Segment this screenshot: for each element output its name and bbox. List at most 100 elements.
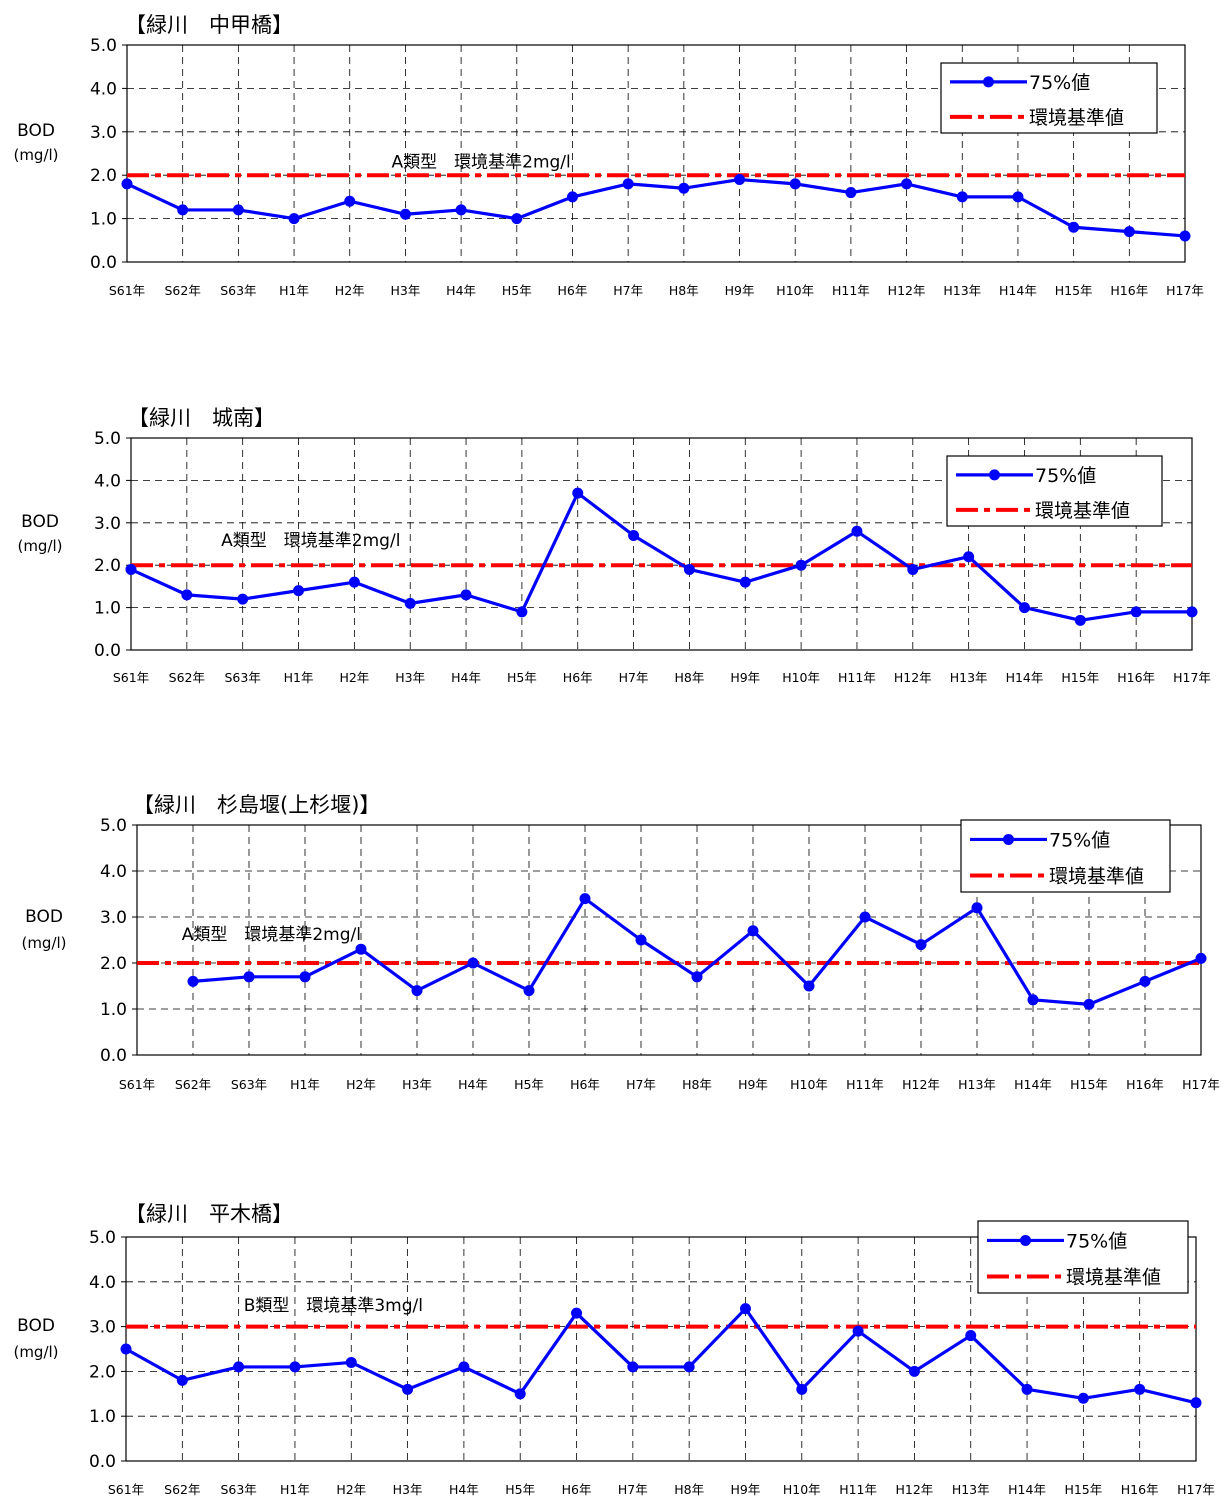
legend-marker (989, 469, 1000, 481)
x-tick-label: H11年 (832, 283, 870, 298)
x-tick-label: H9年 (731, 1482, 761, 1497)
data-point (404, 597, 416, 609)
data-point (971, 902, 983, 914)
chart-3: 【緑川 杉島堰(上杉堰)】 0.0 1.0 2.0 3.0 4.0 5.0 S61年 S62年 S… (21, 793, 1219, 1092)
x-tick-label: H4年 (458, 1077, 488, 1092)
legend-label-series: 75%値 (1049, 829, 1110, 851)
legend-label-series: 75%値 (1029, 72, 1090, 94)
data-point (566, 191, 578, 203)
data-point (348, 576, 360, 588)
x-tick-label: H8年 (674, 1482, 704, 1497)
x-tick-label: H1年 (280, 1482, 310, 1497)
x-tick-label: H5年 (507, 670, 537, 685)
x-tick-label: H8年 (682, 1077, 712, 1092)
series-line (126, 177, 1186, 238)
x-tick-label: H15年 (1064, 1482, 1102, 1497)
x-tick-label: H6年 (558, 283, 588, 298)
legend-box (960, 819, 1171, 893)
data-point (399, 208, 411, 220)
data-point (233, 1361, 245, 1373)
data-point (288, 213, 300, 225)
legend-marker (983, 76, 994, 88)
legend-label-series: 75%値 (1035, 465, 1096, 487)
data-point (289, 1361, 301, 1373)
x-tick-label: S62年 (164, 1482, 200, 1497)
x-tick-label: H9年 (738, 1077, 768, 1092)
x-tick-label: H5年 (502, 283, 532, 298)
data-point (299, 971, 311, 983)
legend-box (946, 455, 1163, 527)
x-tick-label: H15年 (1070, 1077, 1108, 1092)
y-tick-label: 5.0 (100, 816, 127, 836)
data-point (232, 204, 244, 216)
data-point (683, 1361, 695, 1373)
data-point (516, 606, 528, 618)
data-point (678, 182, 690, 194)
data-point (293, 585, 305, 597)
standard-annotation: A類型 環境基準2mg/l (392, 152, 571, 172)
x-tick-label: H2年 (339, 670, 369, 685)
data-point (963, 551, 975, 563)
x-tick-label: S63年 (220, 283, 256, 298)
data-point (1027, 994, 1039, 1006)
x-tick-label: H11年 (838, 670, 876, 685)
x-tick-label: H16年 (1117, 670, 1155, 685)
data-point (789, 178, 801, 190)
y-tick-label: 1.0 (100, 1000, 127, 1020)
y-tick-label: 4.0 (94, 471, 121, 491)
data-point (852, 1325, 864, 1337)
data-point (455, 204, 467, 216)
data-point (511, 213, 523, 225)
data-point (458, 1361, 470, 1373)
y-tick-label: 5.0 (94, 429, 121, 449)
x-tick-label: H12年 (896, 1482, 934, 1497)
x-tick-label: H5年 (505, 1482, 535, 1497)
x-tick-label: S62年 (165, 283, 201, 298)
x-tick-label: H10年 (790, 1077, 828, 1092)
x-tick-label: S63年 (225, 670, 261, 685)
x-tick-label: H13年 (943, 283, 981, 298)
data-point (691, 971, 703, 983)
data-point (1074, 614, 1086, 626)
data-point (187, 975, 199, 987)
x-tick-label: H12年 (888, 283, 926, 298)
y-tick-label: 2.0 (89, 1362, 116, 1382)
data-point (956, 191, 968, 203)
data-point (467, 957, 479, 969)
data-point (237, 593, 249, 605)
x-tick-label: H6年 (562, 1482, 592, 1497)
data-point (845, 187, 857, 199)
chart-title: 【緑川 杉島堰(上杉堰)】 (133, 793, 380, 817)
data-point (1179, 230, 1191, 242)
data-point (1012, 191, 1024, 203)
chart-1: 【緑川 中甲橋】 0.0 1.0 2.0 3.0 4.0 5.0 S61年 S62年 S63年 H1… (13, 13, 1203, 298)
x-tick-label: H17年 (1182, 1077, 1220, 1092)
y-axis-label: BOD (17, 1316, 55, 1336)
x-tick-label: S61年 (113, 670, 149, 685)
x-tick-label: H4年 (451, 670, 481, 685)
standard-annotation: A類型 環境基準2mg/l (221, 531, 400, 551)
data-point (243, 971, 255, 983)
data-point (572, 487, 584, 499)
x-tick-label: H5年 (514, 1077, 544, 1092)
x-tick-label: H10年 (783, 1482, 821, 1497)
data-point (121, 178, 133, 190)
x-tick-label: H17年 (1177, 1482, 1215, 1497)
data-point (915, 939, 927, 951)
y-tick-label: 0.0 (94, 641, 121, 661)
x-tick-label: H8年 (669, 283, 699, 298)
y-tick-label: 3.0 (89, 1318, 116, 1338)
y-tick-label: 4.0 (89, 1273, 116, 1293)
data-point (907, 563, 919, 575)
x-tick-label: H7年 (626, 1077, 656, 1092)
data-point (345, 1356, 357, 1368)
data-point (523, 985, 535, 997)
series-line (130, 491, 1192, 622)
x-tick-label: H15年 (1061, 670, 1099, 685)
y-tick-label: 0.0 (100, 1046, 127, 1066)
x-tick-label: H12年 (902, 1077, 940, 1092)
legend-marker (1003, 833, 1014, 845)
y-axis-label: BOD (21, 512, 59, 532)
